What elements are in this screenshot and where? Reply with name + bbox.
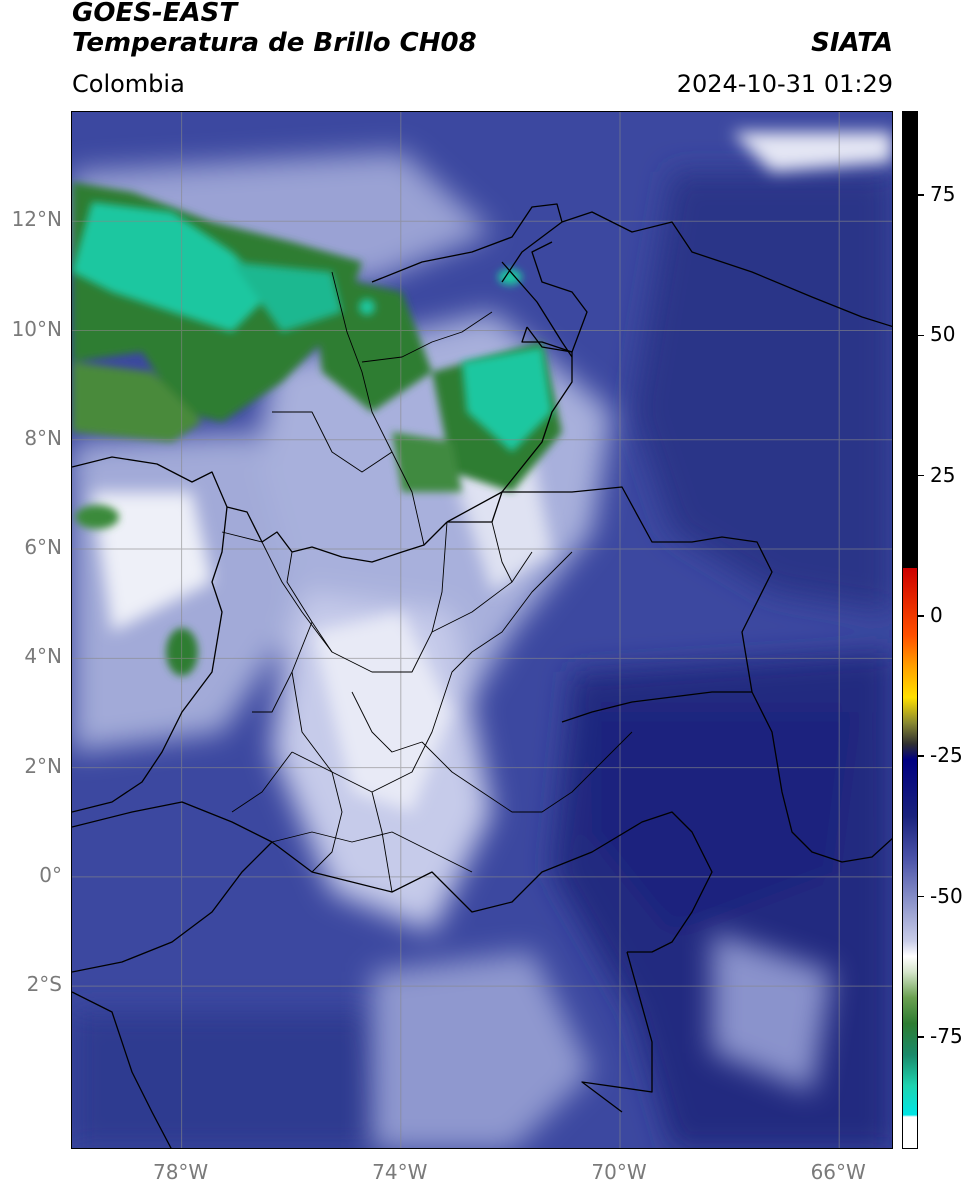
peru-brazil-border: [581, 951, 653, 1113]
dept-border-7: [351, 691, 423, 753]
coldest-tops-region: [72, 202, 552, 452]
lat-tick-label: 12°N: [11, 207, 62, 232]
lat-tick-label: 2°N: [24, 753, 62, 778]
colorbar-tick: [918, 474, 924, 477]
colorbar-tick: [918, 194, 924, 196]
product-title: Temperatura de Brillo CH08: [72, 28, 477, 58]
dept-border-12: [491, 521, 513, 583]
colorbar-tick: [918, 895, 924, 898]
dept-border-6: [291, 551, 573, 793]
dept-border-8: [431, 551, 533, 633]
colorbar-tick: [918, 334, 924, 337]
dept-border-1: [286, 521, 448, 673]
colorbar-tick-label: 75: [930, 182, 956, 207]
colorbar: [902, 111, 918, 1149]
pacific-coast-colombia: [72, 506, 228, 813]
satellite-title: GOES-EAST: [72, 0, 238, 28]
colorbar-tick: [918, 755, 924, 757]
lon-tick-label: 78°W: [152, 1160, 209, 1184]
colorbar-tick: [918, 615, 924, 617]
lat-tick-label: 10°N: [11, 316, 62, 341]
colorbar-tick-label: 25: [930, 462, 956, 487]
lat-tick-label: 4°N: [24, 644, 62, 669]
ecuador-coast: [72, 991, 172, 1148]
organization-label: SIATA: [811, 28, 893, 58]
lon-tick-label: 66°W: [810, 1160, 866, 1184]
dept-border-10: [421, 731, 633, 813]
graticule: [72, 112, 892, 1148]
colorbar-tick-label: -25: [930, 743, 963, 768]
colombia-peru-border: [72, 801, 713, 953]
dept-border-5: [221, 531, 333, 653]
colorbar-tick-label: 50: [930, 322, 956, 347]
colorbar-tick-label: -75: [930, 1023, 963, 1048]
map-canvas: [72, 112, 892, 1148]
colombia-venezuela-border-north: [447, 326, 573, 523]
country-borders: [72, 203, 892, 1148]
colorbar-tick-label: -50: [930, 883, 963, 908]
satellite-map: [71, 111, 893, 1149]
dept-border-14: [231, 751, 293, 813]
lake-maracaibo-west: [501, 261, 573, 358]
dept-border-15: [271, 831, 473, 873]
ecuador-peru-border: [72, 841, 273, 973]
lon-tick-label: 70°W: [591, 1160, 647, 1184]
colombia-venezuela-border-east: [446, 486, 892, 863]
lon-tick-label: 74°W: [372, 1160, 428, 1184]
department-borders: [221, 271, 633, 893]
region-label: Colombia: [72, 70, 185, 98]
lat-tick-label: 2°S: [26, 972, 62, 997]
timestamp-label: 2024-10-31 01:29: [676, 70, 893, 98]
colombia-brazil-border: [561, 691, 752, 723]
guajira-coast: [371, 203, 563, 283]
colorbar-tick: [918, 1036, 924, 1038]
colorbar-tick-label: 0: [930, 602, 943, 627]
lat-tick-label: 8°N: [24, 425, 62, 450]
venezuela-coast: [561, 211, 892, 328]
lat-tick-label: 6°N: [24, 535, 62, 560]
dept-border-4: [272, 411, 393, 473]
dept-border-3: [361, 311, 493, 363]
dept-border-13: [252, 671, 293, 713]
coast-panama: [72, 456, 448, 563]
dept-border-9: [291, 751, 343, 873]
dept-border-2: [331, 271, 425, 546]
lake-maracaibo-east: [526, 241, 588, 353]
lat-tick-label: 0°: [39, 862, 62, 887]
dept-border-11: [371, 791, 393, 893]
